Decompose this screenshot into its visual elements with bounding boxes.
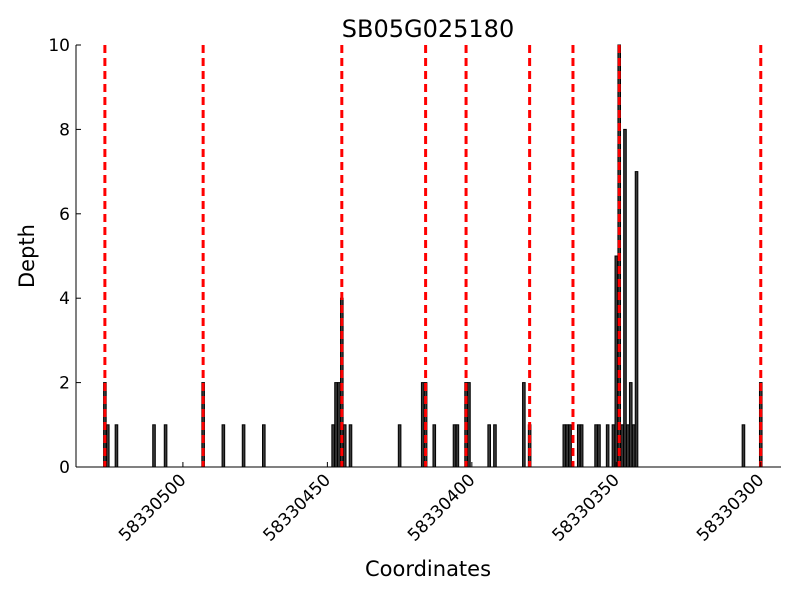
bar xyxy=(562,424,567,468)
bar xyxy=(334,382,338,468)
y-tick-label: 4 xyxy=(59,289,70,309)
y-tick-label: 2 xyxy=(59,374,70,394)
bar xyxy=(262,424,266,468)
y-tick-label: 6 xyxy=(59,205,70,225)
y-tick-label: 10 xyxy=(48,36,70,56)
bar xyxy=(626,424,630,468)
bar xyxy=(594,424,598,468)
bar xyxy=(493,424,497,468)
bar xyxy=(620,424,624,468)
bar xyxy=(420,382,425,468)
x-tick-label: 58330450 xyxy=(260,470,335,545)
bar xyxy=(331,424,335,468)
bar xyxy=(348,424,353,468)
bar xyxy=(432,424,437,468)
bar xyxy=(565,424,569,468)
axes-group: 0 2 4 6 8 10 58330500 58330450 58330400 58330350 5… xyxy=(48,36,781,546)
bar xyxy=(631,424,636,468)
bar xyxy=(568,424,572,468)
x-axis-label: Coordinates xyxy=(365,557,491,581)
bar xyxy=(741,424,746,468)
bar xyxy=(611,424,616,468)
bar xyxy=(452,424,457,468)
bar xyxy=(163,424,168,468)
bar xyxy=(455,424,460,468)
bar xyxy=(152,424,156,468)
bar xyxy=(614,255,619,468)
bar xyxy=(105,424,110,468)
bar xyxy=(337,382,341,468)
chart-title: SB05G025180 xyxy=(342,15,514,43)
bar xyxy=(522,382,526,468)
bar xyxy=(487,424,491,468)
bar xyxy=(241,424,246,468)
x-tick-label: 58330300 xyxy=(693,470,768,545)
bar xyxy=(597,424,601,468)
bar xyxy=(579,424,584,468)
reference-lines-group xyxy=(103,45,763,467)
bar xyxy=(397,424,402,468)
bar xyxy=(634,171,639,468)
y-tick-label: 8 xyxy=(59,120,70,140)
bar xyxy=(221,424,226,468)
bar xyxy=(623,128,627,468)
y-axis-label: Depth xyxy=(15,224,39,288)
bar xyxy=(605,424,610,468)
x-tick-label: 58330500 xyxy=(115,470,190,545)
bar xyxy=(467,382,471,468)
bar xyxy=(527,424,532,468)
bar xyxy=(114,424,119,468)
bar xyxy=(576,424,581,468)
x-tick-label: 58330350 xyxy=(549,470,624,545)
bar xyxy=(342,424,347,468)
bar xyxy=(628,382,633,468)
x-tick-label: 58330400 xyxy=(404,470,479,545)
y-tick-label: 0 xyxy=(59,458,70,478)
